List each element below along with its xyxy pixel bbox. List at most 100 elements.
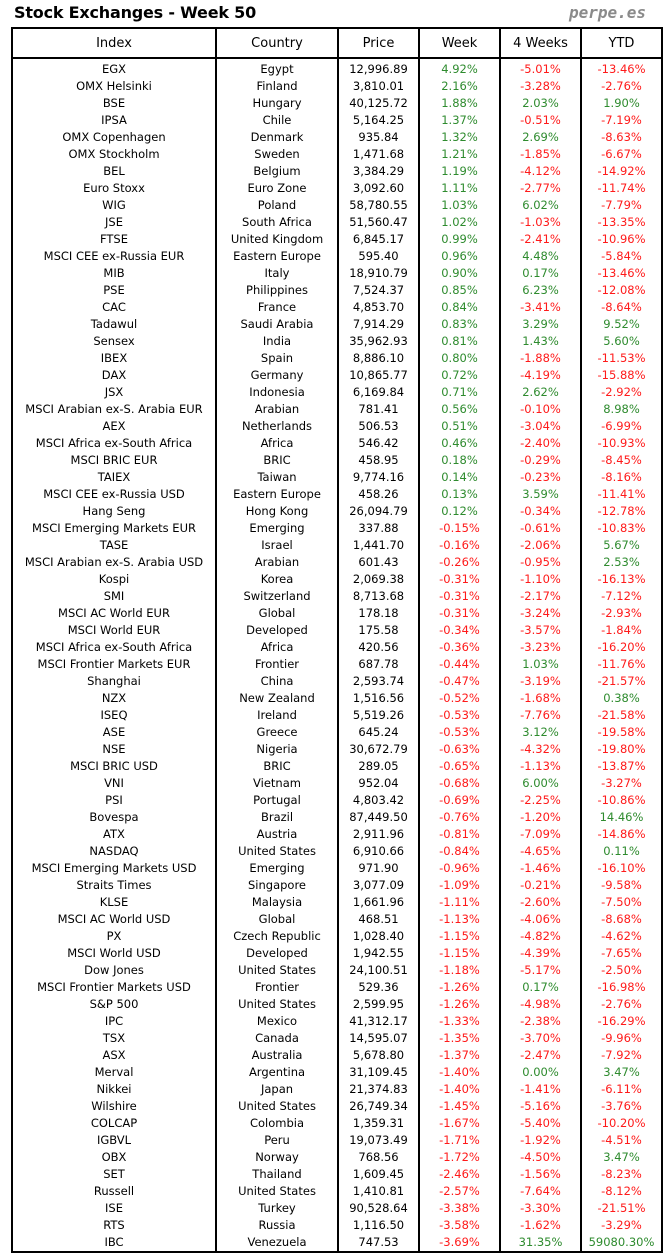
price-cell: 3,384.29 [337,163,420,180]
index-cell: MSCI Arabian ex-S. Arabia USD [11,554,217,571]
price-cell: 3,077.09 [337,877,420,894]
price-cell: 6,910.66 [337,843,420,860]
country-cell: Philippines [215,282,339,299]
week-change-cell: -0.96% [418,860,501,877]
table-row: SMI Switzerland 8,713.68 -0.31% -2.17% -7.12% [11,588,663,605]
price-cell: 781.41 [337,401,420,418]
ytd-change-cell: -3.76% [580,1098,663,1115]
price-cell: 935.84 [337,129,420,146]
header-index: Index [11,27,217,59]
country-cell: Japan [215,1081,339,1098]
table-row: Kospi Korea 2,069.38 -0.31% -1.10% -16.13% [11,571,663,588]
ytd-change-cell: -10.20% [580,1115,663,1132]
page-title: Stock Exchanges - Week 50 [14,3,257,22]
four-week-change-cell: -0.51% [499,112,582,129]
index-cell: AEX [11,418,217,435]
four-week-change-cell: -2.47% [499,1047,582,1064]
country-cell: Singapore [215,877,339,894]
index-cell: Kospi [11,571,217,588]
country-cell: Emerging [215,860,339,877]
week-change-cell: -0.31% [418,605,501,622]
table-row: OMX Stockholm Sweden 1,471.68 1.21% -1.85% -6… [11,146,663,163]
table-row: MSCI World USD Developed 1,942.55 -1.15% -4.… [11,945,663,962]
table-row: MSCI Frontier Markets USD Frontier 529.36-… [11,979,663,996]
country-cell: Finland [215,78,339,95]
four-week-change-cell: -3.24% [499,605,582,622]
index-cell: IBC [11,1234,217,1252]
table-row: ISEQ Ireland 5,519.26 -0.53% -7.76% -21.58% [11,707,663,724]
table-row: IBC Venezuela 747.53 -3.69% 31.35% 59080.30% [11,1234,663,1252]
ytd-change-cell: -2.76% [580,78,663,95]
country-cell: Africa [215,639,339,656]
price-cell: 1,609.45 [337,1166,420,1183]
week-change-cell: 1.37% [418,112,501,129]
table-row: WIG Poland 58,780.55 1.03% 6.02% -7.79% [11,197,663,214]
four-week-change-cell: -2.40% [499,435,582,452]
country-cell: Portugal [215,792,339,809]
country-cell: Ireland [215,707,339,724]
four-week-change-cell: 2.62% [499,384,582,401]
index-cell: MSCI Frontier Markets USD [11,979,217,996]
table-row: JSX Indonesia 6,169.84 0.71% 2.62% -2.92% [11,384,663,401]
price-cell: 35,962.93 [337,333,420,350]
week-change-cell: -2.57% [418,1183,501,1200]
country-cell: Global [215,605,339,622]
ytd-change-cell: 5.67% [580,537,663,554]
index-cell: Bovespa [11,809,217,826]
four-week-change-cell: -7.64% [499,1183,582,1200]
price-cell: 5,164.25 [337,112,420,129]
week-change-cell: 1.88% [418,95,501,112]
country-cell: Israel [215,537,339,554]
week-change-cell: -1.33% [418,1013,501,1030]
four-week-change-cell: 0.17% [499,979,582,996]
week-change-cell: 0.46% [418,435,501,452]
ytd-change-cell: -10.96% [580,231,663,248]
price-cell: 458.26 [337,486,420,503]
header-week: Week [418,27,501,59]
four-week-change-cell: -1.46% [499,860,582,877]
table-row: MSCI Emerging Markets EUR Emerging 337.88-… [11,520,663,537]
week-change-cell: 2.16% [418,78,501,95]
four-week-change-cell: -7.76% [499,707,582,724]
price-cell: 26,749.34 [337,1098,420,1115]
week-change-cell: -0.26% [418,554,501,571]
country-cell: Spain [215,350,339,367]
four-week-change-cell: -5.40% [499,1115,582,1132]
price-cell: 506.53 [337,418,420,435]
ytd-change-cell: -16.98% [580,979,663,996]
table-row: Dow Jones United States 24,100.51 -1.18% -5.… [11,962,663,979]
table-row: ISE Turkey 90,528.64 -3.38% -3.30% -21.51% [11,1200,663,1217]
table-row: OMX Copenhagen Denmark 935.84 1.32% 2.69% -8.… [11,129,663,146]
four-week-change-cell: -2.38% [499,1013,582,1030]
ytd-change-cell: -6.11% [580,1081,663,1098]
country-cell: Turkey [215,1200,339,1217]
price-cell: 58,780.55 [337,197,420,214]
four-week-change-cell: -4.06% [499,911,582,928]
index-cell: ISEQ [11,707,217,724]
index-cell: IGBVL [11,1132,217,1149]
index-cell: SMI [11,588,217,605]
ytd-change-cell: 9.52% [580,316,663,333]
price-cell: 10,865.77 [337,367,420,384]
country-cell: United Kingdom [215,231,339,248]
price-cell: 90,528.64 [337,1200,420,1217]
week-change-cell: -0.53% [418,707,501,724]
table-row: NASDAQ United States 6,910.66 -0.84% -4.65% 0… [11,843,663,860]
ytd-change-cell: -13.46% [580,58,663,78]
ytd-change-cell: -11.53% [580,350,663,367]
index-cell: Tadawul [11,316,217,333]
four-week-change-cell: -3.57% [499,622,582,639]
week-change-cell: 4.92% [418,58,501,78]
week-change-cell: -3.69% [418,1234,501,1252]
price-cell: 595.40 [337,248,420,265]
price-cell: 2,069.38 [337,571,420,588]
price-cell: 4,803.42 [337,792,420,809]
price-cell: 7,914.29 [337,316,420,333]
table-row: CAC France 4,853.70 0.84% -3.41% -8.64% [11,299,663,316]
country-cell: Taiwan [215,469,339,486]
ytd-change-cell: -19.80% [580,741,663,758]
price-cell: 645.24 [337,724,420,741]
week-change-cell: 0.83% [418,316,501,333]
ytd-change-cell: 8.98% [580,401,663,418]
table-row: Euro Stoxx Euro Zone 3,092.60 1.11% -2.77% -1… [11,180,663,197]
